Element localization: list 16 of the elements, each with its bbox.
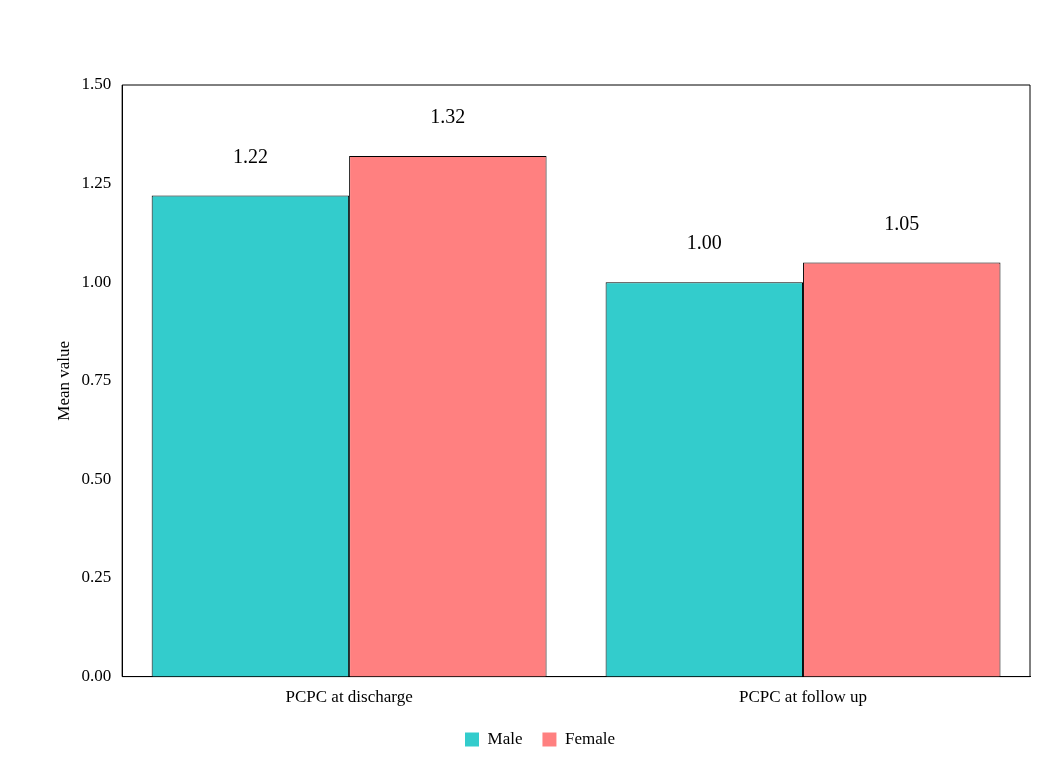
y-axis-title: Mean value [53, 340, 73, 421]
legend-label: Male [487, 728, 523, 748]
data-label: 1.00 [686, 231, 722, 254]
data-label: 1.22 [232, 144, 268, 167]
x-tick-label: PCPC at discharge [285, 687, 413, 707]
data-label: 1.05 [884, 211, 920, 234]
y-tick-label: 1.50 [81, 74, 112, 94]
y-tick-label: 1.00 [81, 271, 112, 291]
y-tick-label: 0.00 [81, 666, 112, 686]
legend-label: Female [564, 728, 615, 748]
y-tick-label: 1.25 [81, 173, 112, 193]
data-label: 1.32 [430, 105, 466, 128]
y-tick-label: 0.25 [81, 567, 112, 587]
y-tick-label: 0.50 [81, 468, 112, 488]
x-tick-label: PCPC at follow up [739, 687, 868, 707]
y-tick-label: 0.75 [81, 370, 112, 390]
